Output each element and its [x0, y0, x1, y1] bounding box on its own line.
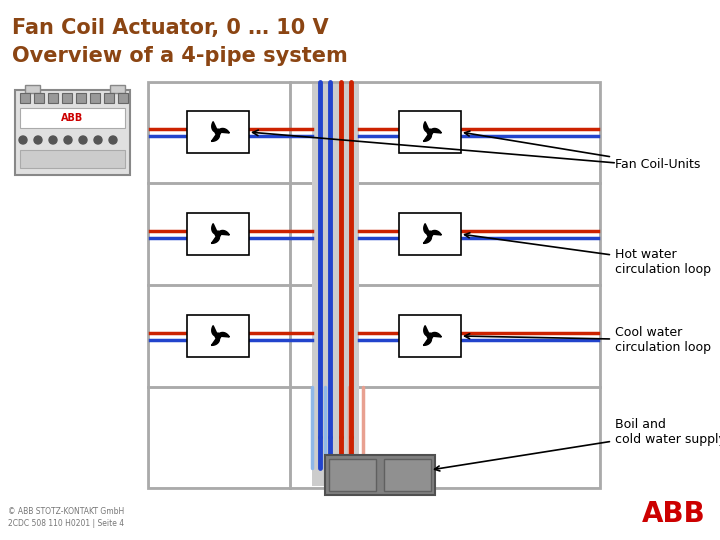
Circle shape [427, 129, 433, 135]
Bar [20, 93, 30, 103]
Bar [187, 111, 249, 153]
Circle shape [79, 136, 87, 144]
Bar [329, 459, 376, 491]
Polygon shape [212, 122, 218, 132]
Polygon shape [424, 224, 430, 234]
Bar [104, 93, 114, 103]
Bar [76, 93, 86, 103]
Bar [62, 93, 72, 103]
Circle shape [109, 136, 117, 144]
Bar [312, 84, 359, 486]
Bar [150, 287, 289, 386]
Text: ABB: ABB [642, 500, 706, 528]
Polygon shape [423, 132, 431, 141]
Polygon shape [424, 326, 430, 336]
Bar [34, 93, 44, 103]
Bar [48, 93, 58, 103]
Circle shape [215, 231, 221, 237]
Circle shape [34, 136, 42, 144]
Polygon shape [430, 231, 441, 235]
Bar [292, 388, 598, 487]
Text: Overview of a 4-pipe system: Overview of a 4-pipe system [12, 46, 348, 66]
Bar [15, 90, 130, 175]
Text: Hot water
circulation loop: Hot water circulation loop [464, 233, 711, 276]
Text: Cool water
circulation loop: Cool water circulation loop [464, 326, 711, 354]
Polygon shape [212, 234, 220, 244]
Text: © ABB STOTZ-KONTAKT GmbH
2CDC 508 110 H0201 | Seite 4: © ABB STOTZ-KONTAKT GmbH 2CDC 508 110 H0… [8, 507, 125, 528]
Circle shape [64, 136, 72, 144]
Polygon shape [423, 336, 431, 346]
Bar [292, 287, 598, 386]
Polygon shape [212, 224, 218, 234]
Polygon shape [212, 326, 218, 336]
Text: Fan Coil Actuator, 0 … 10 V: Fan Coil Actuator, 0 … 10 V [12, 18, 328, 38]
Bar [148, 82, 600, 488]
Circle shape [427, 333, 433, 339]
Polygon shape [430, 129, 441, 133]
Circle shape [94, 136, 102, 144]
Polygon shape [212, 132, 220, 141]
Circle shape [215, 333, 221, 339]
Text: Boil and
cold water supply: Boil and cold water supply [435, 418, 720, 471]
Polygon shape [430, 333, 441, 337]
Bar [25, 85, 40, 93]
Text: ABB: ABB [61, 113, 84, 123]
Bar [110, 85, 125, 93]
Bar [292, 84, 598, 181]
Polygon shape [218, 231, 230, 235]
Bar [90, 93, 100, 103]
Bar [150, 185, 289, 284]
Bar [20, 150, 125, 168]
Bar [325, 455, 435, 495]
Bar [20, 108, 125, 128]
Circle shape [19, 136, 27, 144]
Bar [187, 213, 249, 255]
Bar [118, 93, 128, 103]
Polygon shape [423, 234, 431, 244]
Bar [384, 459, 431, 491]
Polygon shape [218, 333, 230, 337]
Circle shape [215, 129, 221, 135]
Circle shape [427, 231, 433, 237]
Text: Fan Coil-Units: Fan Coil-Units [464, 131, 701, 171]
Polygon shape [218, 129, 230, 133]
Polygon shape [424, 122, 430, 132]
Bar [399, 315, 461, 357]
Bar [292, 185, 598, 284]
Polygon shape [212, 336, 220, 346]
Bar [150, 388, 289, 487]
Bar [399, 213, 461, 255]
Bar [187, 315, 249, 357]
Bar [150, 84, 289, 181]
Bar [399, 111, 461, 153]
Circle shape [49, 136, 57, 144]
